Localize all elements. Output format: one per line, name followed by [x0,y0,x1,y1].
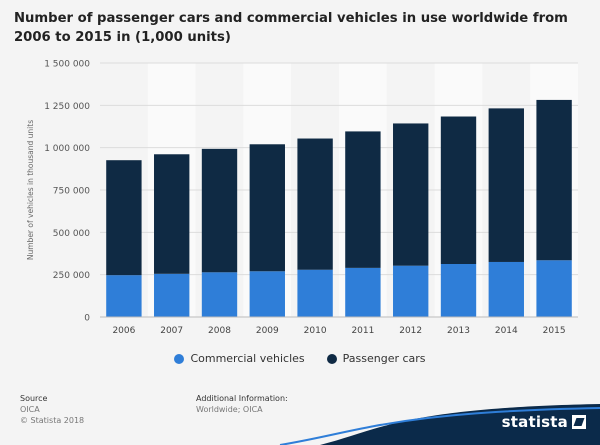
source-label: Source [20,394,48,403]
additional-info-block: Additional Information: Worldwide; OICA [196,393,288,415]
x-tick-label: 2009 [256,326,279,336]
bar-commercial-vehicles [440,263,477,317]
brand-text: statista [501,413,568,431]
bar-commercial-vehicles [345,267,381,317]
bar-commercial-vehicles [249,271,285,317]
x-tick-label: 2013 [447,326,470,336]
x-tick-label: 2006 [112,326,135,336]
legend: Commercial vehicles Passenger cars [0,352,600,365]
bar-commercial-vehicles [488,261,524,317]
source-value: OICA [20,405,40,414]
additional-info-value: Worldwide; OICA [196,405,263,414]
additional-info-label: Additional Information: [196,394,288,403]
bar-commercial-vehicles [393,265,429,317]
x-tick-label: 2014 [495,326,518,336]
statista-logo-icon [572,415,586,429]
bar-passenger-cars [297,138,333,270]
bar-commercial-vehicles [201,272,238,317]
y-tick-label: 500 000 [53,229,90,239]
statista-logo[interactable]: statista [502,413,586,431]
bar-passenger-cars [440,116,477,264]
y-tick-label: 0 [84,314,90,324]
legend-label-commercial: Commercial vehicles [190,352,305,365]
x-tick-label: 2007 [160,326,183,336]
legend-item-commercial[interactable]: Commercial vehicles [174,352,305,365]
y-tick-label: 1 500 000 [44,60,90,70]
legend-swatch-passenger [326,353,337,364]
source-block: Source OICA © Statista 2018 [20,393,84,426]
bar-passenger-cars [154,154,190,274]
y-tick-label: 1 250 000 [44,102,90,112]
bar-commercial-vehicles [536,260,572,317]
bar-passenger-cars [249,144,285,272]
x-tick-label: 2008 [208,326,231,336]
legend-item-passenger[interactable]: Passenger cars [326,352,426,365]
bar-passenger-cars [536,99,572,261]
y-tick-label: 1 000 000 [44,144,90,154]
bar-passenger-cars [393,123,429,266]
y-tick-label: 750 000 [53,187,90,197]
x-tick-label: 2011 [351,326,374,336]
bar-commercial-vehicles [106,275,142,317]
legend-label-passenger: Passenger cars [342,352,426,365]
x-tick-label: 2015 [543,326,566,336]
bar-passenger-cars [488,108,524,262]
bar-passenger-cars [345,131,381,268]
bar-commercial-vehicles [154,273,190,317]
x-tick-label: 2012 [399,326,422,336]
bar-passenger-cars [106,160,142,276]
chart-title: Number of passenger cars and commercial … [14,11,568,45]
copyright-text: © Statista 2018 [20,416,85,425]
bar-passenger-cars [201,148,238,273]
y-axis-label: Number of vehicles in thousand units [26,120,35,260]
legend-swatch-commercial [174,353,185,364]
x-tick-label: 2010 [304,326,327,336]
y-tick-label: 250 000 [53,271,90,281]
bar-commercial-vehicles [297,269,333,317]
